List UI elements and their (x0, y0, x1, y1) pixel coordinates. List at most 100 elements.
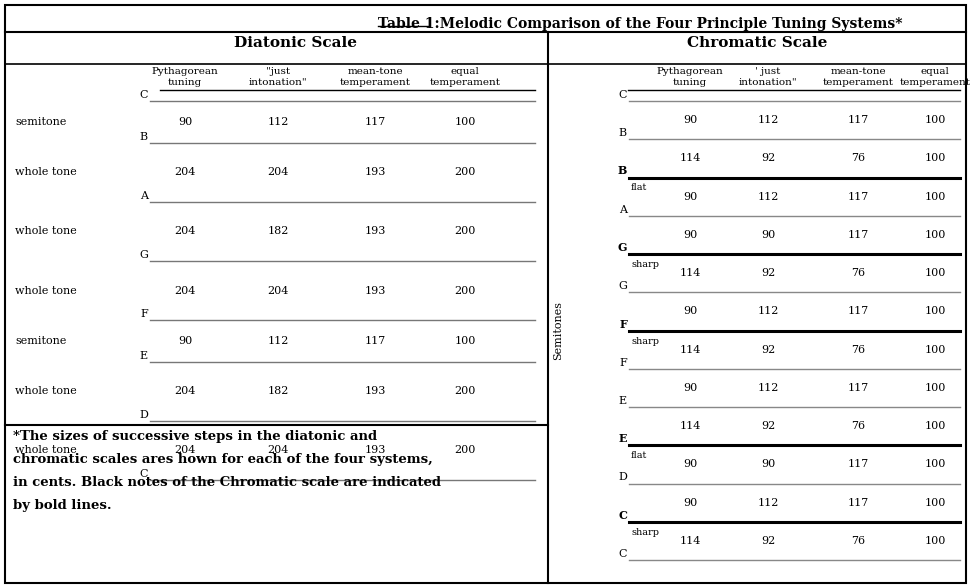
Text: 90: 90 (683, 115, 697, 125)
Text: 193: 193 (364, 386, 385, 396)
Text: Table 1:: Table 1: (378, 17, 440, 31)
Text: 204: 204 (267, 167, 288, 177)
Text: 112: 112 (757, 383, 779, 393)
Text: C: C (619, 90, 627, 100)
Text: 100: 100 (454, 117, 476, 127)
Text: 76: 76 (851, 345, 865, 355)
Text: E: E (140, 350, 148, 360)
Text: semitone: semitone (15, 336, 66, 346)
Text: 100: 100 (924, 497, 946, 507)
Text: 92: 92 (761, 536, 775, 546)
Text: 90: 90 (761, 459, 775, 469)
Text: sharp: sharp (631, 260, 659, 269)
Text: 200: 200 (454, 226, 476, 236)
Text: A: A (140, 191, 148, 201)
Text: C: C (140, 90, 148, 100)
Text: 112: 112 (757, 306, 779, 316)
Text: 204: 204 (175, 386, 196, 396)
Text: 100: 100 (924, 306, 946, 316)
Text: whole tone: whole tone (15, 386, 77, 396)
Text: mean-tone
temperament: mean-tone temperament (822, 67, 893, 87)
Text: 100: 100 (924, 192, 946, 202)
Text: 92: 92 (761, 268, 775, 278)
Text: 100: 100 (454, 336, 476, 346)
Text: 204: 204 (267, 446, 288, 456)
Text: mean-tone
temperament: mean-tone temperament (340, 67, 411, 87)
Text: Semitones: Semitones (553, 301, 563, 360)
Text: 100: 100 (924, 115, 946, 125)
Text: G: G (139, 250, 148, 260)
Text: whole tone: whole tone (15, 286, 77, 296)
Text: *The sizes of successive steps in the diatonic and: *The sizes of successive steps in the di… (13, 430, 377, 443)
Text: E: E (619, 396, 627, 406)
Text: 92: 92 (761, 345, 775, 355)
Text: 200: 200 (454, 167, 476, 177)
Text: C: C (140, 469, 148, 479)
Text: 117: 117 (364, 117, 385, 127)
Text: 92: 92 (761, 421, 775, 431)
Text: B: B (140, 132, 148, 142)
Text: 200: 200 (454, 386, 476, 396)
Text: 90: 90 (178, 117, 192, 127)
Text: Diatonic Scale: Diatonic Scale (233, 36, 356, 50)
Text: 193: 193 (364, 446, 385, 456)
Text: semitone: semitone (15, 117, 66, 127)
Text: flat: flat (631, 183, 648, 192)
Text: 100: 100 (924, 230, 946, 240)
Text: equal
temperament: equal temperament (429, 67, 500, 87)
Text: A: A (619, 205, 627, 215)
Text: 182: 182 (267, 226, 288, 236)
Text: 117: 117 (848, 459, 869, 469)
Text: 76: 76 (851, 421, 865, 431)
Text: in cents. Black notes of the Chromatic scale are indicated: in cents. Black notes of the Chromatic s… (13, 476, 441, 489)
Text: 112: 112 (267, 117, 288, 127)
Text: 204: 204 (175, 167, 196, 177)
Text: ' just
intonation": ' just intonation" (739, 67, 797, 87)
Text: 76: 76 (851, 153, 865, 163)
Text: 90: 90 (761, 230, 775, 240)
Text: 193: 193 (364, 286, 385, 296)
Text: by bold lines.: by bold lines. (13, 499, 112, 512)
Text: Melodic Comparison of the Four Principle Tuning Systems*: Melodic Comparison of the Four Principle… (430, 17, 902, 31)
Text: D: D (139, 410, 148, 420)
Text: 117: 117 (364, 336, 385, 346)
Text: sharp: sharp (631, 336, 659, 346)
Text: equal
temperament: equal temperament (899, 67, 970, 87)
Text: 100: 100 (924, 536, 946, 546)
Text: 100: 100 (924, 345, 946, 355)
Text: 90: 90 (683, 306, 697, 316)
Text: Chromatic Scale: Chromatic Scale (686, 36, 827, 50)
Text: 117: 117 (848, 192, 869, 202)
Text: Pythagorean
tuning: Pythagorean tuning (656, 67, 723, 87)
Text: D: D (619, 473, 627, 483)
Text: 204: 204 (175, 226, 196, 236)
Text: G: G (618, 242, 627, 253)
Text: 100: 100 (924, 421, 946, 431)
Text: 112: 112 (757, 192, 779, 202)
Text: 112: 112 (267, 336, 288, 346)
Text: 117: 117 (848, 497, 869, 507)
Text: 117: 117 (848, 306, 869, 316)
Text: 114: 114 (680, 268, 701, 278)
Text: 76: 76 (851, 536, 865, 546)
Text: 112: 112 (757, 497, 779, 507)
Text: 193: 193 (364, 167, 385, 177)
Text: 100: 100 (924, 268, 946, 278)
Text: 204: 204 (175, 446, 196, 456)
Text: 100: 100 (924, 153, 946, 163)
Text: Pythagorean
tuning: Pythagorean tuning (151, 67, 218, 87)
Text: G: G (619, 281, 627, 291)
Text: 114: 114 (680, 153, 701, 163)
Text: "just
intonation": "just intonation" (249, 67, 307, 87)
Text: 92: 92 (761, 153, 775, 163)
Text: 182: 182 (267, 386, 288, 396)
Text: 112: 112 (757, 115, 779, 125)
Text: 117: 117 (848, 115, 869, 125)
Text: whole tone: whole tone (15, 446, 77, 456)
Text: 90: 90 (683, 497, 697, 507)
Text: C: C (619, 510, 627, 521)
Text: 90: 90 (683, 383, 697, 393)
FancyBboxPatch shape (5, 5, 966, 583)
Text: 90: 90 (683, 230, 697, 240)
Text: flat: flat (631, 451, 648, 460)
